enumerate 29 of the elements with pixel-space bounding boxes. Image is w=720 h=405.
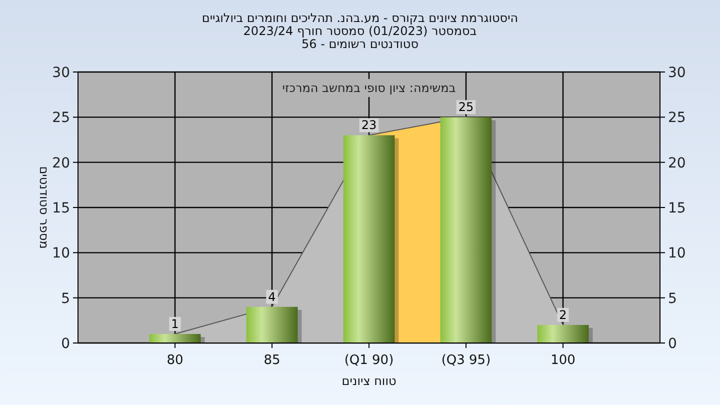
x-tick-label: (Q3 95) <box>441 353 491 368</box>
y2-tick-label: 30 <box>668 65 686 81</box>
data-label: 25 <box>458 100 474 114</box>
y-tick-label: 25 <box>52 110 70 126</box>
y-tick-label: 20 <box>52 155 70 172</box>
data-label: 23 <box>361 118 377 132</box>
chart-title: היסטוגרמת ציונים בקורס - מע.בהנ. תהליכים וחומרים ביולוגיים <box>202 11 518 25</box>
y2-tick-label: 0 <box>668 336 677 352</box>
y2-tick-label: 15 <box>668 200 686 216</box>
y-tick-label: 5 <box>61 290 70 307</box>
x-tick-label: 85 <box>264 353 280 368</box>
y-tick-label: 10 <box>52 246 70 262</box>
y-tick-label: 30 <box>52 65 70 81</box>
y2-tick-label: 25 <box>668 110 686 126</box>
y-tick-label: 15 <box>52 200 70 216</box>
data-label: 4 <box>268 290 276 304</box>
y2-tick-label: 10 <box>668 246 686 262</box>
annotation: במשימה: ציון סופי במחשב המרכזי <box>282 81 456 95</box>
data-label: 2 <box>559 308 567 322</box>
y2-tick-label: 5 <box>668 290 677 307</box>
data-label: 1 <box>171 316 179 331</box>
x-axis-title: טווח ציונים <box>342 374 396 388</box>
x-tick-label: 80 <box>166 353 184 368</box>
x-tick-label: 100 <box>550 353 576 368</box>
x-tick-label: (Q1 90) <box>344 353 394 368</box>
y-tick-label: 0 <box>61 336 70 352</box>
y2-tick-label: 20 <box>668 155 686 172</box>
chart-subtitle: בסמסטר (01/2023) סמסטר חורף 2023/24 סטודנטים רשומים - 56 <box>243 24 477 51</box>
y-axis-title: מספר סטודנטים <box>37 166 51 249</box>
